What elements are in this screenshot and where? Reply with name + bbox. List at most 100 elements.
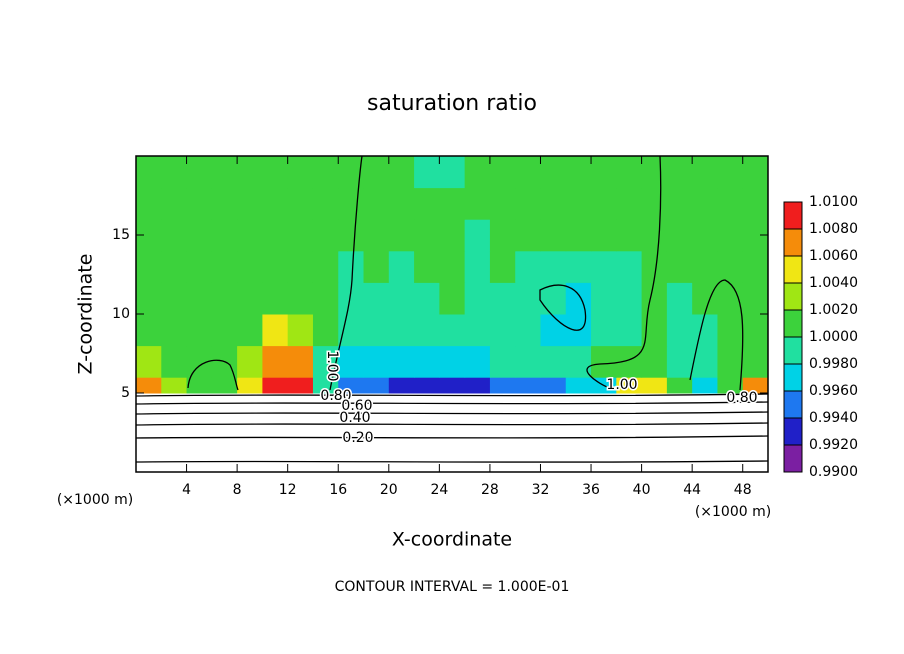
cell (287, 187, 314, 220)
cell (363, 156, 390, 189)
contour-line (689, 279, 744, 391)
cell (742, 393, 769, 410)
cell (414, 440, 440, 473)
cell (262, 282, 289, 315)
cell (414, 345, 440, 378)
cell (439, 250, 466, 283)
cell (363, 250, 390, 283)
cell (616, 282, 643, 315)
cell (464, 250, 491, 283)
x-tick-label: 32 (532, 482, 550, 498)
cell (363, 314, 390, 347)
cell (666, 345, 693, 378)
cell (692, 250, 718, 283)
colorbar-tick-label: 1.0000 (809, 329, 858, 345)
cell (312, 314, 339, 347)
cell (489, 440, 516, 473)
cell (136, 377, 162, 394)
cell (742, 377, 769, 394)
cell (136, 156, 162, 189)
cell (591, 393, 617, 410)
cell (641, 282, 668, 315)
colorbar-tick-label: 1.0100 (809, 194, 858, 210)
cell (641, 187, 668, 220)
cell (540, 377, 567, 394)
colorbar-swatch (784, 283, 802, 310)
cell (312, 440, 339, 473)
contour-label: 0.80 (320, 388, 351, 404)
cell (515, 440, 541, 473)
contour-line (135, 460, 769, 463)
cell (161, 377, 188, 394)
cell (211, 187, 238, 220)
cell (515, 393, 541, 410)
cell (262, 219, 289, 252)
cell (515, 282, 541, 315)
cell (414, 393, 440, 410)
cell (287, 408, 314, 441)
colorbar-tick-label: 1.0060 (809, 248, 858, 264)
cell (338, 187, 365, 220)
cell (616, 187, 643, 220)
cell (515, 314, 541, 347)
cell (565, 219, 592, 252)
cell (666, 156, 693, 189)
cell (439, 314, 466, 347)
cell (211, 393, 238, 410)
cell (414, 250, 440, 283)
contour-line (135, 435, 769, 439)
cell (136, 440, 162, 473)
cell (489, 314, 516, 347)
cell (692, 440, 718, 473)
colorbar-swatch (784, 337, 802, 364)
colorbar-tick-label: 0.9900 (809, 464, 858, 480)
contour-line (586, 155, 662, 389)
cell (237, 377, 263, 394)
cell (388, 219, 415, 252)
cell (237, 440, 263, 473)
cell (211, 219, 238, 252)
colorbar-swatch (784, 364, 802, 391)
cell (287, 219, 314, 252)
cell (237, 282, 263, 315)
colorbar-tick-label: 0.9960 (809, 383, 858, 399)
cell (237, 250, 263, 283)
cell (616, 440, 643, 473)
cell (666, 187, 693, 220)
cell (262, 187, 289, 220)
cell (717, 250, 744, 283)
cell (186, 314, 213, 347)
cell (414, 156, 440, 189)
colorbar-tick-label: 0.9940 (809, 410, 858, 426)
cell (287, 156, 314, 189)
cell (161, 156, 188, 189)
cell (692, 408, 718, 441)
cell (464, 314, 491, 347)
cell (515, 156, 541, 189)
cell (186, 219, 213, 252)
colorbar: 0.9900 0.9920 0.9940 0.9960 0.9980 1.0000 1.00… (783, 194, 858, 480)
cell (186, 393, 213, 410)
cell (692, 282, 718, 315)
cell (742, 187, 769, 220)
colorbar-swatch (784, 418, 802, 445)
cell (388, 282, 415, 315)
cell (287, 314, 314, 347)
cell (237, 345, 263, 378)
contour-line (187, 359, 239, 391)
cell (515, 187, 541, 220)
cell (262, 440, 289, 473)
cell (489, 377, 516, 394)
cell (616, 377, 643, 394)
cell (186, 440, 213, 473)
cell (464, 393, 491, 410)
cell (262, 377, 289, 394)
cell (717, 408, 744, 441)
cell (692, 156, 718, 189)
cell (616, 314, 643, 347)
cell (388, 377, 415, 394)
cell (388, 156, 415, 189)
cell (136, 187, 162, 220)
cell (717, 219, 744, 252)
cell (136, 345, 162, 378)
